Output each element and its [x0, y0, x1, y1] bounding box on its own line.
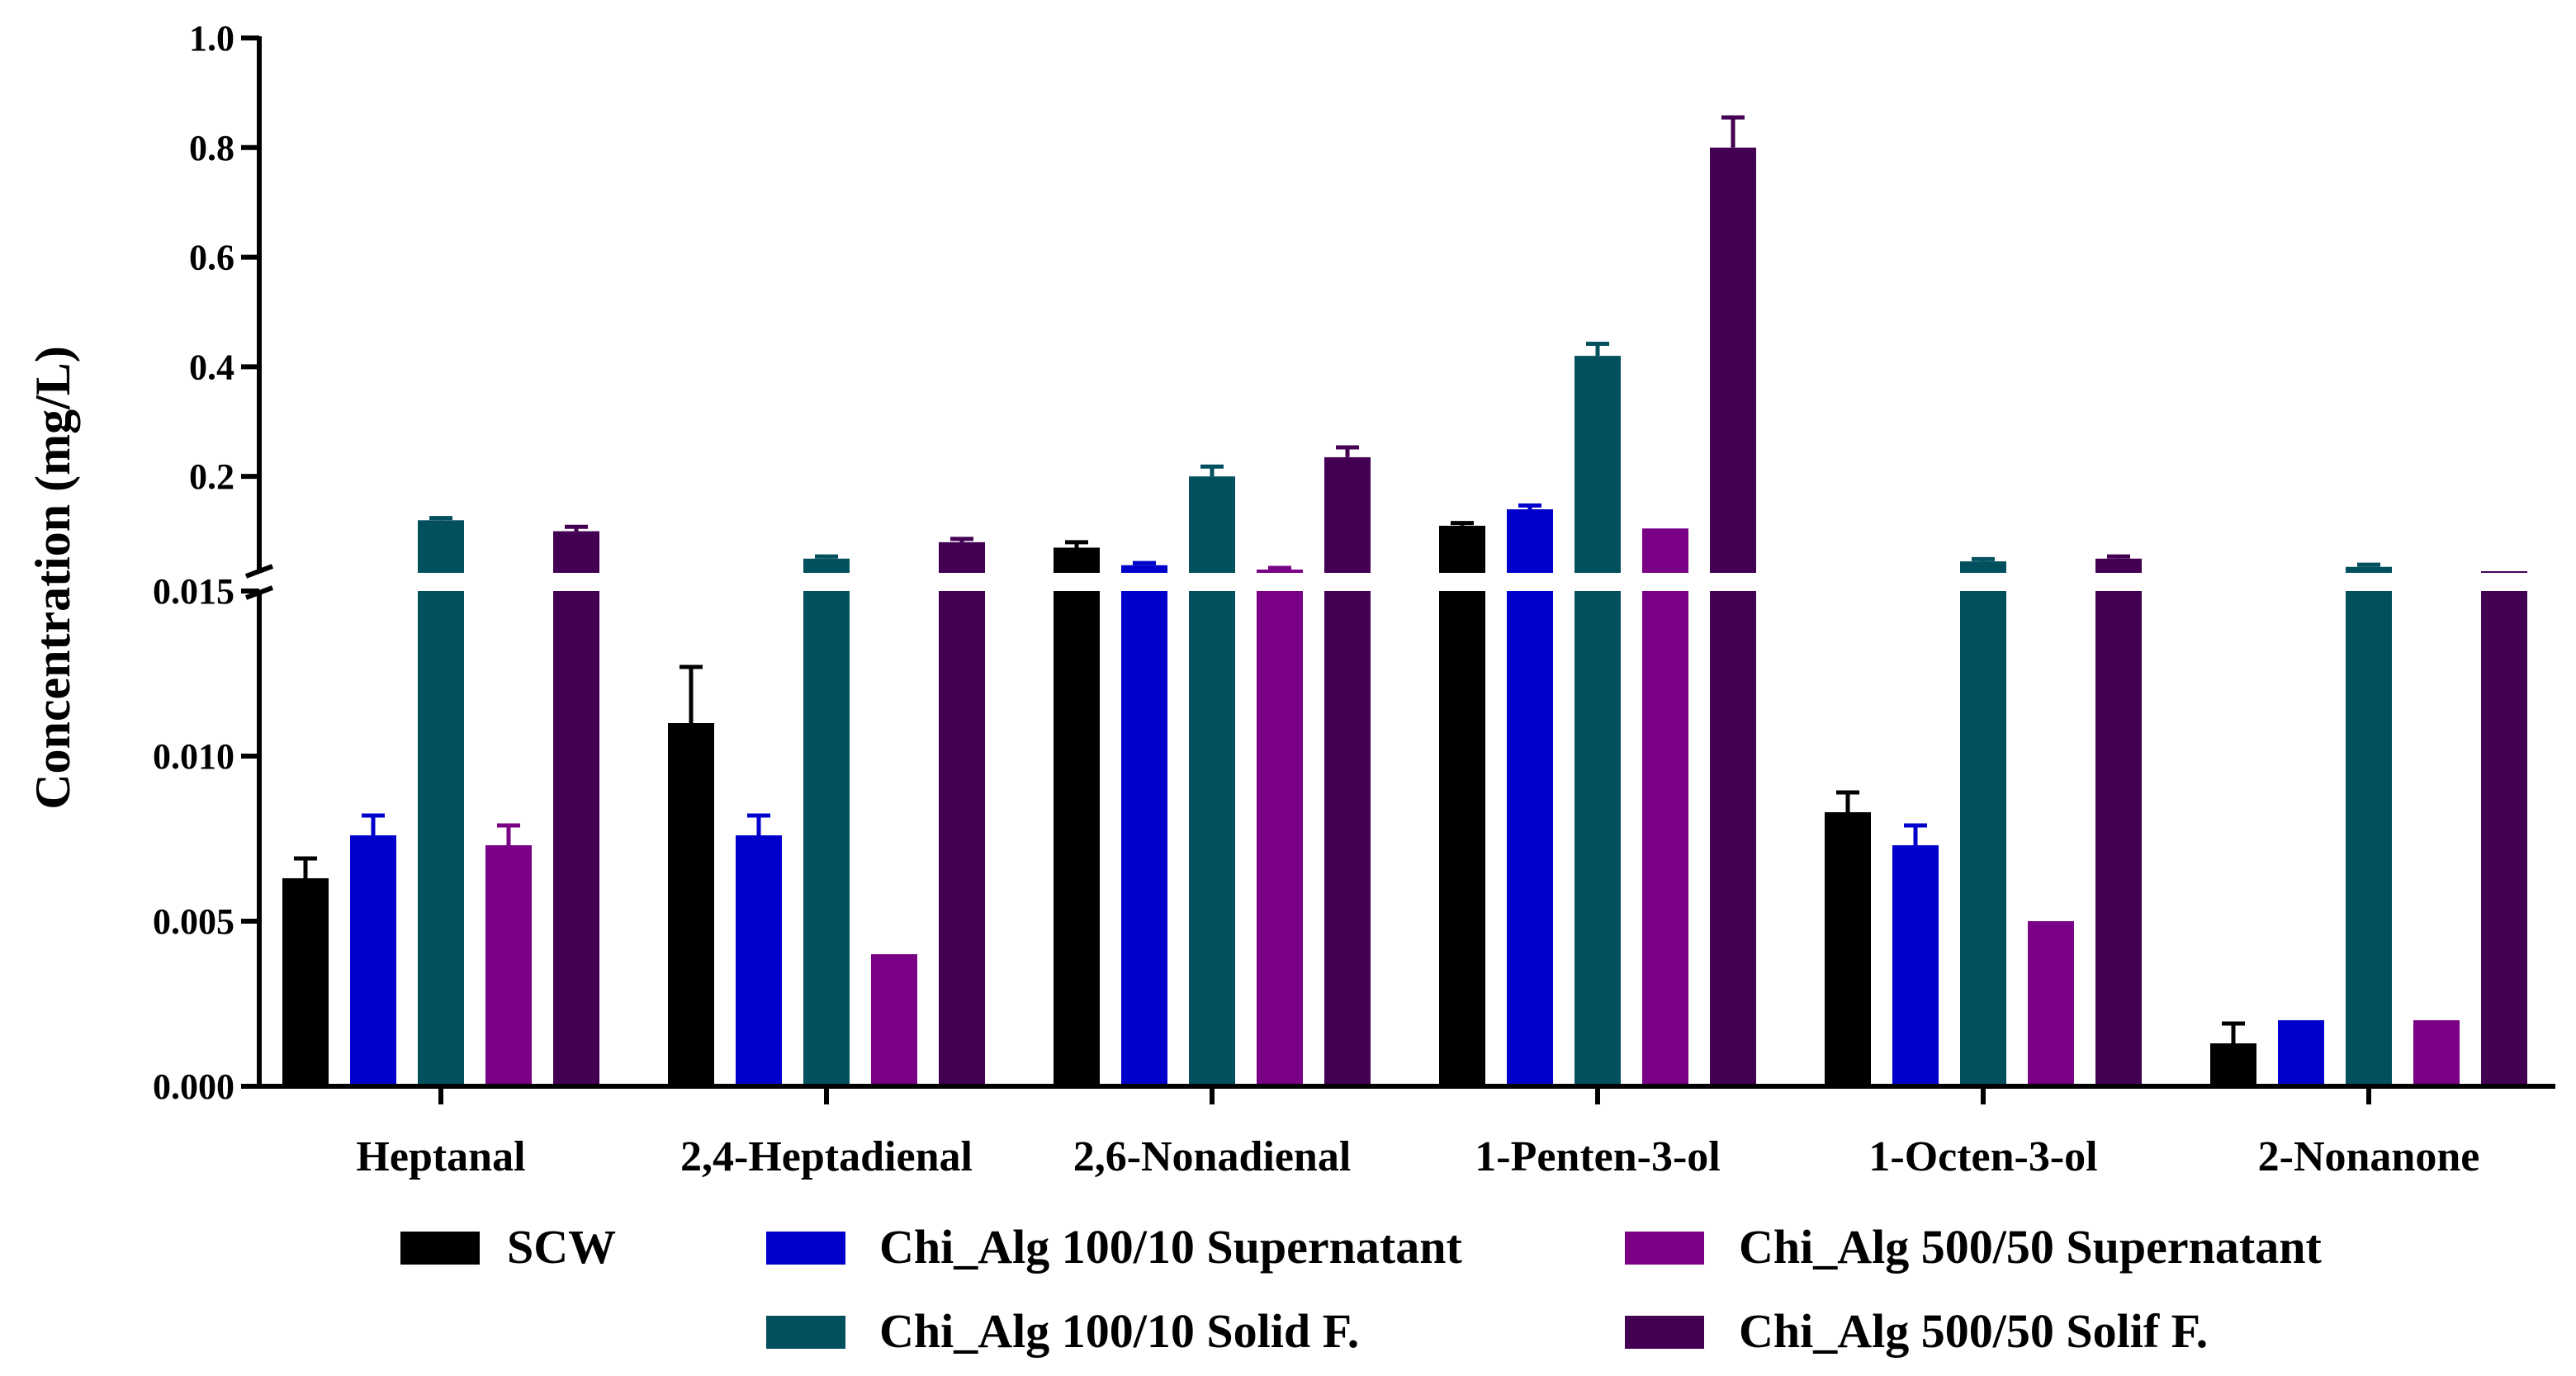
- y-tick-label-upper-3: 0.8: [189, 128, 234, 168]
- bar-4-4: [1642, 528, 1688, 1086]
- bar-1-4: [1439, 525, 1485, 1086]
- x-category-label-6: 2-Nonanone: [2258, 1133, 2480, 1180]
- y-tick-label-upper-0: 0.2: [189, 456, 234, 497]
- error-bar-3-5: [1972, 556, 1995, 562]
- bar-5-1: [553, 531, 599, 1086]
- error-bar-3-2: [815, 554, 838, 559]
- error-bar-5-2: [950, 537, 973, 542]
- error-bar-5-5: [2107, 554, 2130, 559]
- error-bar-4-3: [1268, 565, 1291, 570]
- y-tick-label-lower-0: 0.000: [153, 1066, 234, 1107]
- error-bar-4-1: [497, 823, 520, 845]
- bar-3-2: [803, 558, 850, 1086]
- bar-1-5: [1825, 812, 1871, 1086]
- legend-swatch-1-2: [766, 1232, 845, 1265]
- bars: [263, 147, 2559, 1087]
- bar-5-2: [939, 541, 985, 1086]
- legend-swatch-2-1: [766, 1316, 845, 1349]
- y-tick-label-lower-3: 0.015: [153, 571, 234, 612]
- legend-label-1-1: SCW: [507, 1220, 616, 1274]
- x-category-labels: Heptanal 2,4-Heptadienal 2,6-Nonadienal 1-P…: [356, 1133, 2479, 1180]
- legend-label-2-2: Chi_Alg 500/50 Solif F.: [1739, 1304, 2208, 1358]
- y-tick-labels: 0.000 0.005 0.010 0.015 0.2 0.4 0.6 0.8 1.0: [153, 18, 234, 1107]
- bar-4-5: [2028, 921, 2074, 1086]
- error-bar-1-4: [1451, 521, 1474, 526]
- error-bar-1-6: [2222, 1021, 2245, 1043]
- bar-4-3: [1257, 570, 1303, 1086]
- error-bar-5-3: [1336, 445, 1359, 457]
- error-bar-2-5: [1904, 823, 1927, 845]
- error-bar-1-5: [1836, 790, 1859, 812]
- x-category-label-2: 2,4-Heptadienal: [680, 1133, 973, 1180]
- bar-3-3: [1189, 476, 1235, 1086]
- error-bar-3-3: [1200, 464, 1224, 477]
- error-bar-2-2: [747, 813, 770, 835]
- legend-label-1-2: Chi_Alg 100/10 Supernatant: [879, 1220, 1462, 1274]
- legend-label-1-3: Chi_Alg 500/50 Supernatant: [1739, 1220, 2322, 1274]
- bar-3-5: [1960, 561, 2006, 1086]
- error-bar-3-1: [429, 516, 452, 521]
- bar-2-3: [1121, 565, 1167, 1086]
- bar-3-1: [418, 520, 464, 1086]
- bar-5-4: [1710, 147, 1756, 1087]
- legend: SCW Chi_Alg 100/10 Supernatant Chi_Alg 500…: [400, 1220, 2322, 1358]
- x-category-label-4: 1-Penten-3-ol: [1475, 1133, 1720, 1180]
- legend-label-2-1: Chi_Alg 100/10 Solid F.: [879, 1304, 1359, 1358]
- error-bar-5-1: [565, 524, 588, 532]
- x-category-label-3: 2,6-Nonadienal: [1073, 1133, 1352, 1180]
- legend-swatch-1-1: [400, 1232, 480, 1265]
- bar-2-2: [736, 835, 782, 1086]
- bar-2-6: [2278, 1020, 2324, 1086]
- bar-4-2: [871, 954, 917, 1086]
- y-tick-label-upper-2: 0.6: [189, 238, 234, 278]
- x-category-label-1: Heptanal: [356, 1133, 525, 1180]
- error-bar-2-3: [1133, 560, 1156, 565]
- y-tick-label-lower-2: 0.010: [153, 736, 234, 777]
- bar-5-6: [2481, 571, 2527, 1086]
- legend-swatch-1-3: [1625, 1232, 1704, 1265]
- y-axis-title: Concentration (mg/L): [26, 346, 80, 810]
- y-tick-label-upper-4: 1.0: [189, 18, 234, 59]
- error-bar-5-4: [1721, 115, 1745, 148]
- y-tick-label-lower-1: 0.005: [153, 901, 234, 942]
- bar-3-4: [1574, 356, 1621, 1086]
- bar-5-5: [2095, 558, 2142, 1086]
- bar-2-4: [1507, 509, 1553, 1086]
- bar-1-6: [2210, 1043, 2256, 1086]
- bar-2-5: [1892, 845, 1939, 1086]
- bar-1-2: [668, 723, 714, 1086]
- x-category-label-5: 1-Octen-3-ol: [1868, 1133, 2097, 1180]
- axis-break-gap: [263, 573, 2559, 591]
- legend-swatch-2-2: [1625, 1316, 1704, 1349]
- axis-break-mark-top: [244, 564, 274, 579]
- bar-4-1: [485, 845, 532, 1086]
- error-bar-1-1: [294, 856, 317, 878]
- error-bar-3-6: [2357, 562, 2380, 567]
- bar-4-6: [2413, 1020, 2460, 1086]
- error-bar-3-4: [1586, 341, 1609, 357]
- bar-2-1: [350, 835, 396, 1086]
- error-bar-2-4: [1518, 503, 1541, 510]
- error-bar-1-2: [680, 664, 703, 723]
- y-tick-label-upper-1: 0.4: [189, 347, 234, 387]
- bar-1-3: [1054, 547, 1100, 1086]
- error-bars: [294, 115, 2380, 1043]
- bar-3-6: [2346, 566, 2392, 1086]
- bar-1-1: [282, 878, 329, 1086]
- axes: [241, 35, 2555, 1104]
- error-bar-1-3: [1065, 540, 1088, 548]
- error-bar-2-1: [362, 813, 385, 835]
- bar-5-3: [1324, 456, 1371, 1086]
